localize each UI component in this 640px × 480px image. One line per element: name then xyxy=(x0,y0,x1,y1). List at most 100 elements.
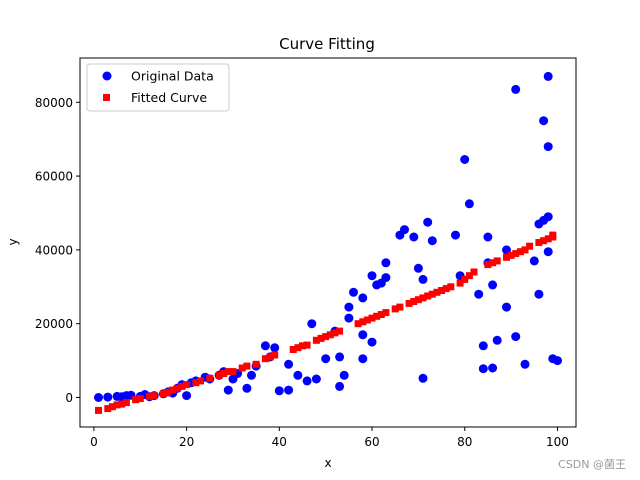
fitted-curve-point-66 xyxy=(507,251,515,259)
fitted-curve-point-71 xyxy=(535,239,543,246)
original-data-point-36 xyxy=(307,319,317,329)
original-data-point-33 xyxy=(284,359,294,369)
x-tick-label-80: 80 xyxy=(457,435,472,449)
y-tick-label-60000: 60000 xyxy=(35,170,73,184)
y-tick-label-80000: 80000 xyxy=(35,96,73,110)
fitted-curve-point-54 xyxy=(433,288,441,296)
original-data-point-28 xyxy=(260,341,270,351)
fitted-curve-point-8 xyxy=(146,392,153,400)
fitted-curve-point-56 xyxy=(442,285,450,293)
original-data-point-85 xyxy=(543,71,553,81)
fitted-curve-point-48 xyxy=(405,299,413,307)
original-data-point-58 xyxy=(413,263,423,273)
fitted-curve-point-32 xyxy=(303,341,311,349)
fitted-curve-point-26 xyxy=(261,355,269,363)
fitted-curve-point-25 xyxy=(252,360,260,368)
y-axis-label: y xyxy=(6,238,20,245)
fitted-curve-point-13 xyxy=(173,384,181,392)
fitted-curve-point-69 xyxy=(521,246,529,254)
original-data-point-66 xyxy=(464,199,474,209)
fitted-curve-point-7 xyxy=(136,395,144,403)
fitted-curve-point-70 xyxy=(526,242,534,250)
fitted-curve-point-34 xyxy=(317,334,325,342)
fitted-curve-point-68 xyxy=(516,248,524,256)
fitted-curve-point-23 xyxy=(238,364,246,372)
original-data-point-69 xyxy=(478,364,488,374)
fitted-curve-point-1 xyxy=(104,405,112,413)
original-data-point-44 xyxy=(344,302,354,312)
original-data-point-61 xyxy=(423,217,433,227)
fitted-curve-point-29 xyxy=(289,346,297,353)
original-data-point-88 xyxy=(543,247,553,257)
y-tick-label-0: 0 xyxy=(65,391,73,405)
original-data-point-81 xyxy=(534,289,544,299)
original-data-point-70 xyxy=(483,232,493,242)
plot-frame xyxy=(79,57,577,428)
original-data-point-72 xyxy=(488,280,498,290)
fitted-curve-point-0 xyxy=(95,406,102,414)
fitted-curve-point-6 xyxy=(132,396,140,404)
x-tick-label-100: 100 xyxy=(546,435,569,449)
original-data-point-1 xyxy=(103,392,113,402)
legend-marker-fitted-curve xyxy=(103,94,110,101)
fitted-curve-point-38 xyxy=(336,327,344,335)
original-data-point-42 xyxy=(339,370,349,380)
fitted-curve-point-33 xyxy=(312,336,320,344)
fitted-curve-point-62 xyxy=(484,261,492,269)
fitted-curve-point-64 xyxy=(493,257,501,265)
fitted-curve-point-31 xyxy=(299,342,306,350)
fitted-curve-point-73 xyxy=(544,235,552,243)
x-tick-label-40: 40 xyxy=(272,435,287,449)
fitted-curve-point-12 xyxy=(169,386,177,394)
fitted-curve-point-30 xyxy=(294,344,302,352)
fitted-curve-point-52 xyxy=(424,292,432,300)
fitted-curve-point-2 xyxy=(108,403,116,411)
original-data-point-31 xyxy=(274,386,284,396)
fitted-curve-point-15 xyxy=(183,381,191,389)
fitted-curve-point-67 xyxy=(512,250,520,258)
x-tick-label-20: 20 xyxy=(179,435,194,449)
original-data-point-15 xyxy=(182,391,192,401)
fitted-curve-point-72 xyxy=(540,237,548,245)
y-axis-ticks: 0 20000 40000 60000 80000 xyxy=(35,96,80,405)
original-data-point-46 xyxy=(358,330,368,340)
fitted-curve-point-55 xyxy=(438,287,446,294)
fitted-curve-point-22 xyxy=(229,368,237,376)
original-data-point-57 xyxy=(409,232,419,242)
fitted-curve-point-10 xyxy=(159,390,167,398)
original-data-point-80 xyxy=(529,256,539,266)
original-data-point-22 xyxy=(223,385,233,395)
original-data-point-41 xyxy=(335,352,345,362)
fitted-curve-point-44 xyxy=(377,311,385,318)
fitted-curve-point-35 xyxy=(322,333,330,341)
x-axis-ticks: 0 20 40 60 80 100 xyxy=(90,427,569,449)
x-axis-label: x xyxy=(324,456,331,470)
fitted-curve-point-58 xyxy=(456,279,464,287)
fitted-curve-point-45 xyxy=(382,309,390,317)
fitted-curve-point-39 xyxy=(354,320,362,328)
original-data-point-25 xyxy=(242,383,252,393)
original-data-point-40 xyxy=(335,381,345,391)
original-data-point-50 xyxy=(367,337,377,347)
original-data-point-65 xyxy=(460,155,470,164)
fitted-curve-point-61 xyxy=(470,268,478,276)
fitted-curve-point-47 xyxy=(396,303,404,311)
fitted-curve-point-57 xyxy=(447,283,455,291)
fitted-curve-point-49 xyxy=(410,298,418,305)
original-data-point-56 xyxy=(400,225,409,235)
fitted-curve-point-19 xyxy=(215,371,223,379)
x-tick-label-0: 0 xyxy=(90,435,98,449)
fitted-curve-point-60 xyxy=(465,272,473,280)
fitted-curve-point-41 xyxy=(363,316,371,324)
original-data-point-83 xyxy=(539,116,549,126)
original-data-point-32 xyxy=(284,385,294,395)
fitted-curve-point-75 xyxy=(549,231,557,239)
original-data-point-26 xyxy=(247,370,256,380)
data-points xyxy=(94,71,562,414)
original-data-point-43 xyxy=(344,313,354,323)
original-data-point-79 xyxy=(520,359,530,369)
original-data-point-87 xyxy=(543,212,553,222)
fitted-curve-point-4 xyxy=(118,400,126,408)
fitted-curve-point-37 xyxy=(331,329,339,337)
fitted-curve-point-28 xyxy=(271,351,279,359)
